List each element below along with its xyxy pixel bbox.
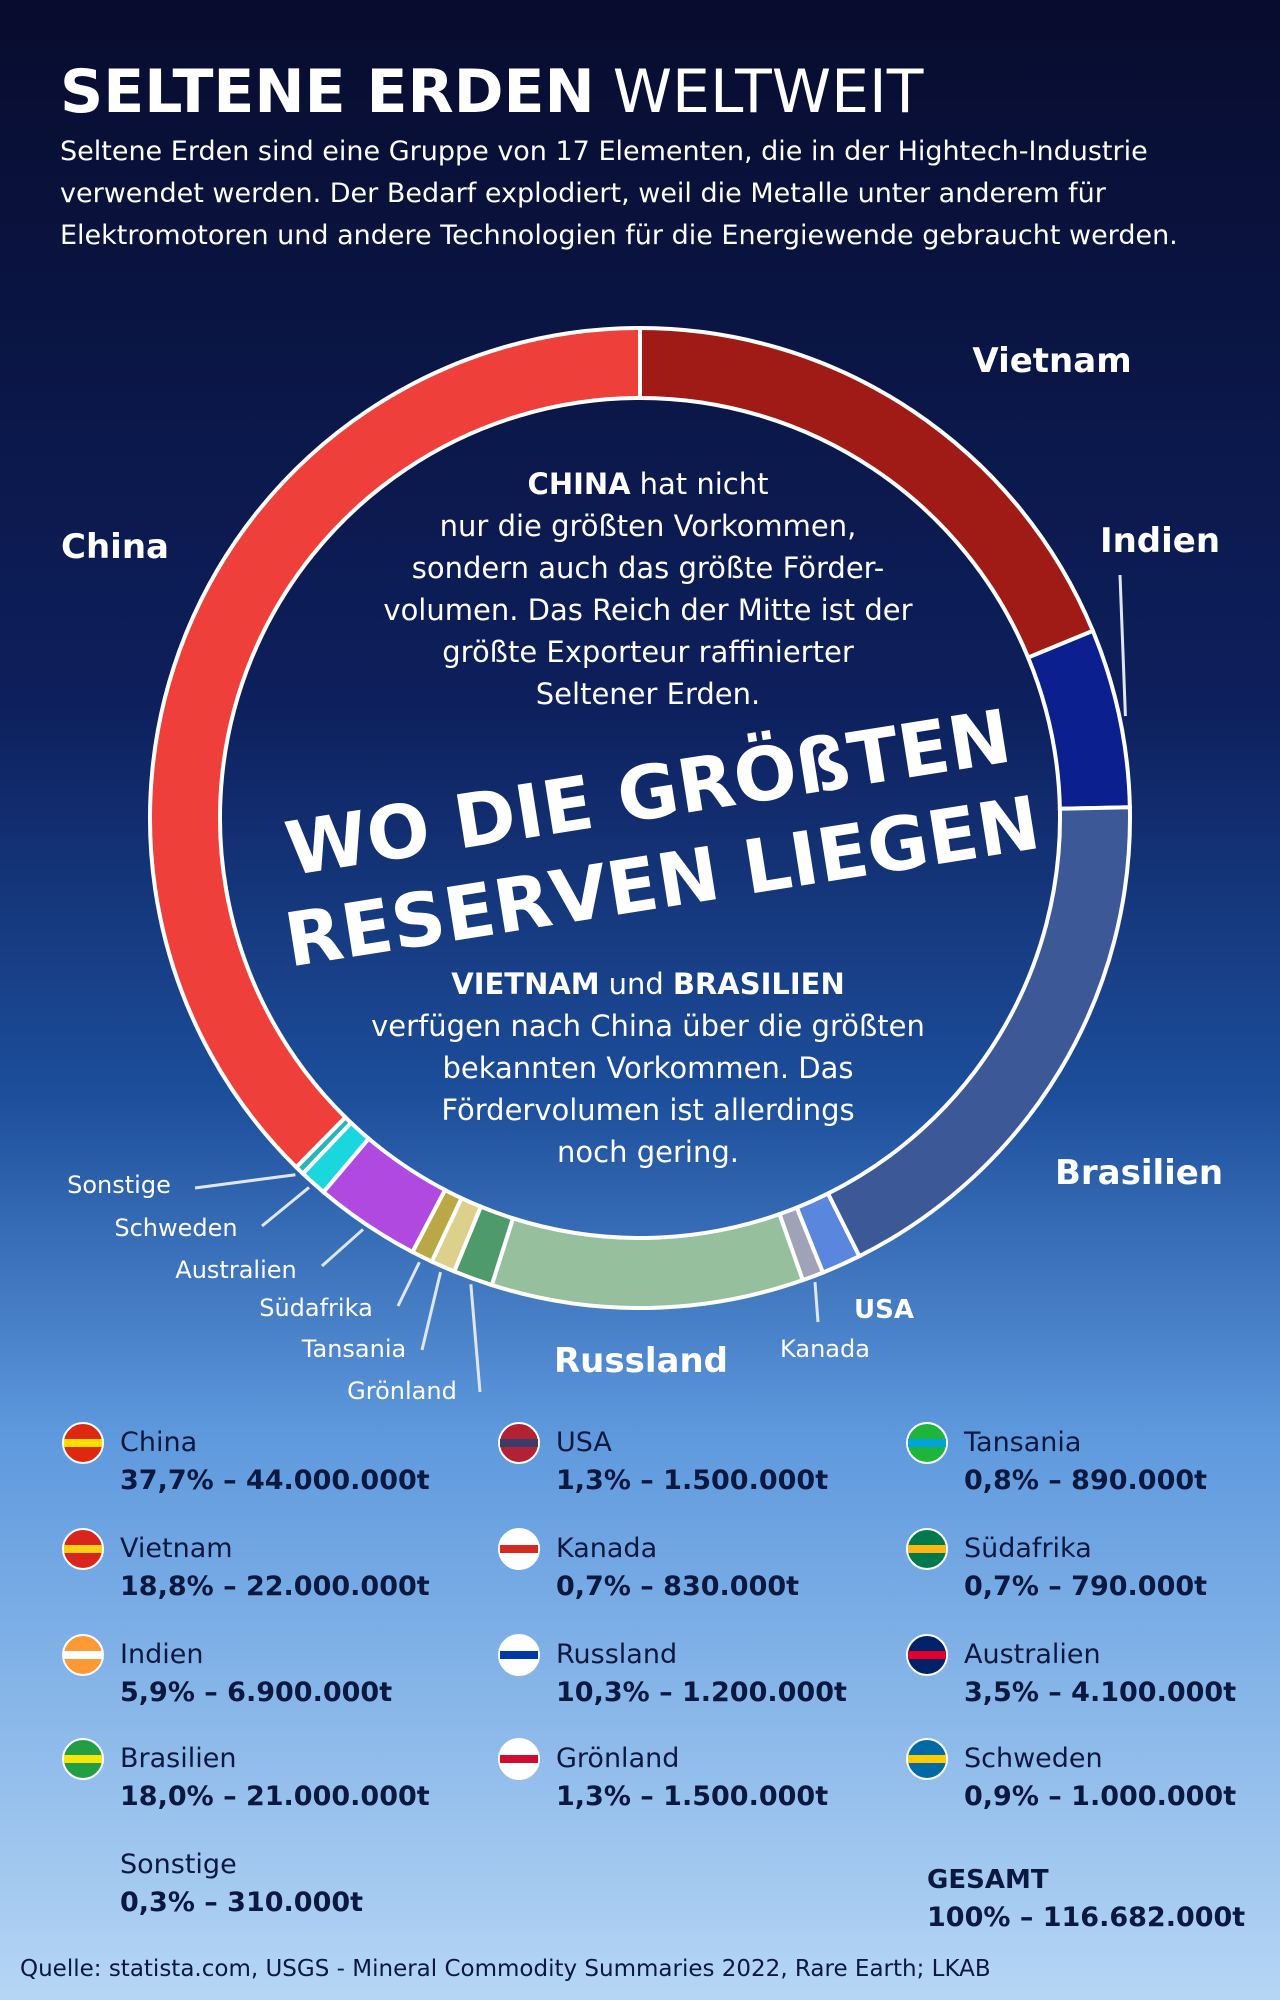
- center-text-segment: und: [609, 967, 664, 1001]
- ring-label: Australien: [175, 1256, 296, 1284]
- ring-label: Schweden: [114, 1214, 237, 1242]
- legend-name: Kanada: [556, 1533, 657, 1564]
- legend-name: Tansania: [963, 1427, 1081, 1458]
- center-text-line: volumen. Das Reich der Mitte ist der: [383, 593, 912, 627]
- flag-icon-band: [908, 1651, 946, 1659]
- ring-label: Tansania: [301, 1335, 406, 1363]
- center-text-line: verfügen nach China über die größten: [371, 1009, 925, 1043]
- center-text-line: CHINA hat nicht: [528, 467, 769, 501]
- ring-label: Russland: [554, 1341, 728, 1381]
- leader-line: [1118, 574, 1127, 717]
- ring-label: Brasilien: [1055, 1153, 1223, 1193]
- legend-name: Brasilien: [120, 1743, 236, 1774]
- total-label: GESAMT: [927, 1865, 1049, 1895]
- center-text-segment: nur die größten Vorkommen,: [440, 509, 857, 543]
- donut-segment: [148, 325, 642, 1171]
- ring-label: USA: [854, 1295, 914, 1325]
- center-text-segment: BRASILIEN: [673, 967, 845, 1001]
- center-text-line: noch gering.: [557, 1135, 739, 1169]
- center-text-line: Seltener Erden.: [536, 677, 760, 711]
- subtitle-line: Elektromotoren und andere Technologien f…: [60, 220, 1178, 251]
- legend-value: 1,3% – 1.500.000t: [556, 1781, 828, 1812]
- legend-name: Sonstige: [120, 1849, 237, 1880]
- legend-value: 10,3% – 1.200.000t: [556, 1677, 847, 1708]
- legend-value: 0,7% – 790.000t: [964, 1571, 1207, 1602]
- ring-label: Indien: [1100, 521, 1220, 561]
- legend-value: 3,5% – 4.100.000t: [964, 1677, 1236, 1708]
- flag-icon-band: [908, 1755, 946, 1763]
- legend-name: Schweden: [964, 1743, 1103, 1774]
- flag-icon-band: [64, 1439, 102, 1447]
- legend-name: China: [120, 1427, 197, 1458]
- flag-icon-band: [908, 1545, 946, 1553]
- leader-line: [396, 1261, 421, 1307]
- flag-icon-band: [64, 1545, 102, 1553]
- ring-label: Grönland: [347, 1377, 457, 1405]
- leader-line: [469, 1284, 482, 1393]
- legend-value: 0,8% – 890.000t: [964, 1465, 1207, 1496]
- leader-line: [420, 1271, 442, 1351]
- leader-line: [321, 1228, 364, 1268]
- center-text-segment: CHINA: [528, 467, 632, 501]
- title: SELTENE ERDEN WELTWEIT: [60, 57, 924, 127]
- title-light: WELTWEIT: [613, 57, 924, 127]
- title-bold: SELTENE ERDEN: [60, 57, 595, 127]
- legend-name: Russland: [556, 1639, 677, 1670]
- legend-name: Indien: [120, 1639, 203, 1670]
- center-text-line: VIETNAM und BRASILIEN: [451, 967, 844, 1001]
- center-text-segment: Seltener Erden.: [536, 677, 760, 711]
- center-text-segment: Fördervolumen ist allerdings: [441, 1093, 854, 1127]
- total-value: 100% – 116.682.000t: [927, 1902, 1245, 1933]
- legend-value: 1,3% – 1.500.000t: [556, 1465, 828, 1496]
- legend-value: 37,7% – 44.000.000t: [120, 1465, 430, 1496]
- flag-icon-band: [64, 1755, 102, 1763]
- leader-line: [261, 1186, 310, 1228]
- center-text-segment: sondern auch das größte Förder-: [412, 551, 884, 585]
- center-text-segment: verfügen nach China über die größten: [371, 1009, 925, 1043]
- center-text-segment: noch gering.: [557, 1135, 739, 1169]
- legend-name: Südafrika: [964, 1533, 1092, 1564]
- ring-label: Vietnam: [972, 341, 1131, 381]
- center-text-line: nur die größten Vorkommen,: [440, 509, 857, 543]
- center-text-line: sondern auch das größte Förder-: [412, 551, 884, 585]
- flag-icon-band: [500, 1439, 538, 1447]
- flag-icon-band: [64, 1651, 102, 1659]
- source: Quelle: statista.com, USGS - Mineral Com…: [20, 1956, 991, 1982]
- ring-label: Sonstige: [67, 1171, 171, 1199]
- center-text-line: Fördervolumen ist allerdings: [441, 1093, 854, 1127]
- center-text-segment: bekannten Vorkommen. Das: [443, 1051, 854, 1085]
- ring-label: Kanada: [780, 1335, 870, 1363]
- center-text-segment: hat nicht: [640, 467, 769, 501]
- center-text-segment: VIETNAM: [451, 967, 599, 1001]
- flag-icon-band: [500, 1545, 538, 1553]
- legend-name: USA: [556, 1427, 612, 1458]
- leader-line: [194, 1173, 296, 1190]
- legend-name: Australien: [964, 1639, 1101, 1670]
- legend-value: 5,9% – 6.900.000t: [120, 1677, 392, 1708]
- center-text-segment: größte Exporteur raffinierter: [442, 635, 854, 669]
- ring-label: China: [61, 527, 169, 567]
- legend-value: 0,9% – 1.000.000t: [964, 1781, 1236, 1812]
- legend-name: Grönland: [556, 1743, 679, 1774]
- legend-value: 18,8% – 22.000.000t: [120, 1571, 430, 1602]
- subtitle-line: Seltene Erden sind eine Gruppe von 17 El…: [60, 136, 1148, 167]
- center-text-line: bekannten Vorkommen. Das: [443, 1051, 854, 1085]
- ring-label: Südafrika: [259, 1294, 373, 1322]
- center-text-line: größte Exporteur raffinierter: [442, 635, 854, 669]
- center-text-segment: volumen. Das Reich der Mitte ist der: [383, 593, 912, 627]
- legend-value: 18,0% – 21.000.000t: [120, 1781, 430, 1812]
- flag-icon-band: [500, 1651, 538, 1659]
- subtitle-line: verwendet werden. Der Bedarf explodiert,…: [60, 178, 1107, 209]
- legend-name: Vietnam: [120, 1533, 233, 1564]
- legend-value: 0,3% – 310.000t: [120, 1887, 363, 1918]
- legend-value: 0,7% – 830.000t: [556, 1571, 799, 1602]
- flag-icon-band: [500, 1755, 538, 1763]
- leader-line: [813, 1281, 820, 1323]
- flag-icon-band: [908, 1439, 946, 1447]
